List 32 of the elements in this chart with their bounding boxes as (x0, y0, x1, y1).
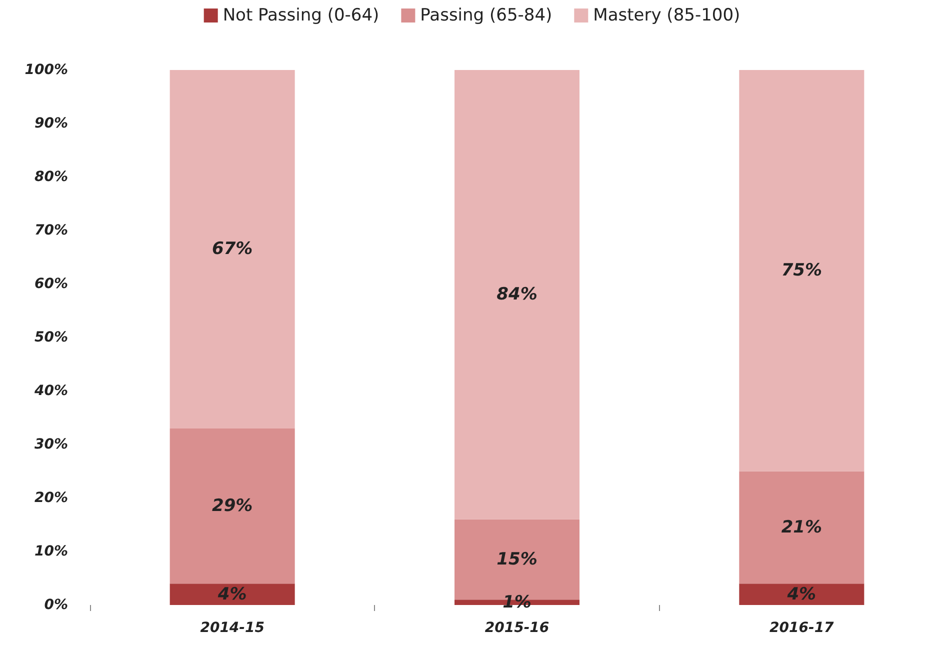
legend-label: Passing (65-84) (420, 6, 552, 26)
y-tick-label: 100% (24, 62, 68, 78)
data-label: 75% (781, 260, 822, 281)
data-label: 21% (781, 517, 822, 538)
data-label: 15% (496, 550, 538, 570)
x-tick-label: 2015-16 (484, 620, 550, 636)
y-tick-label: 10% (34, 544, 68, 560)
y-tick-label: 50% (34, 330, 68, 346)
data-label: 4% (216, 584, 247, 604)
data-label: 29% (212, 496, 253, 516)
data-label: 84% (496, 284, 538, 305)
bar (170, 70, 295, 428)
bar (454, 70, 580, 520)
bar (739, 70, 864, 472)
y-tick-label: 70% (34, 222, 68, 238)
bar (739, 584, 864, 605)
bar (170, 584, 295, 605)
bar (170, 428, 295, 584)
data-label: 67% (212, 239, 253, 260)
x-tick-label: 2014-15 (200, 620, 265, 636)
bar (739, 471, 864, 584)
legend-label: Mastery (85-100) (593, 6, 740, 26)
y-tick-label: 20% (34, 490, 68, 506)
y-tick-label: 60% (34, 276, 68, 292)
y-tick-label: 80% (34, 169, 68, 185)
y-tick-label: 30% (34, 436, 68, 452)
data-label: 4% (786, 584, 816, 604)
y-tick-label: 40% (33, 383, 68, 399)
y-tick-label: 90% (34, 116, 68, 132)
legend-label: Not Passing (0-64) (222, 6, 380, 26)
y-tick-label: 0% (44, 597, 68, 613)
x-tick-label: 2016-17 (770, 620, 834, 636)
